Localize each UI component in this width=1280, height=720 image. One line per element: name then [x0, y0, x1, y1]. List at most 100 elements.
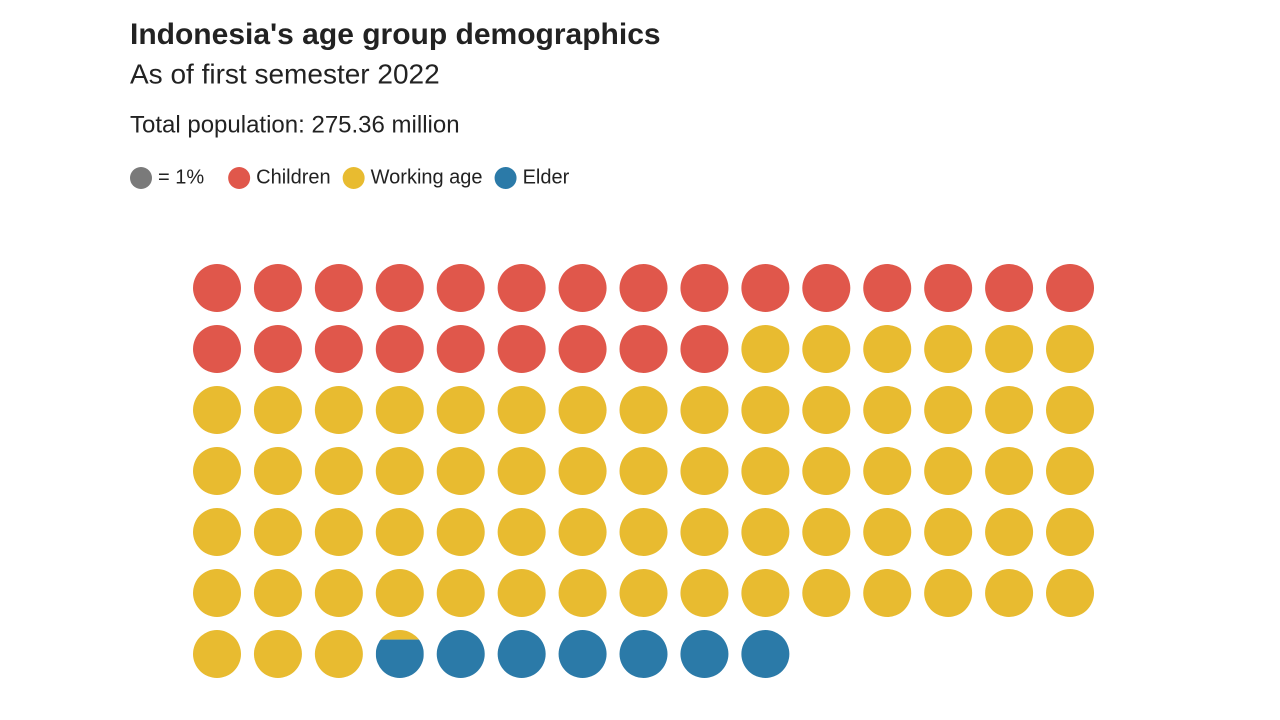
waffle-dot	[558, 264, 607, 312]
waffle-dot	[375, 264, 424, 312]
waffle-dot	[985, 264, 1034, 312]
waffle-dot	[436, 264, 485, 312]
waffle-dot	[802, 264, 851, 312]
waffle-dot	[375, 386, 424, 434]
waffle-dot-split	[375, 630, 424, 678]
waffle-dot	[802, 325, 851, 373]
waffle-dot	[314, 630, 363, 678]
waffle-dot	[924, 508, 973, 556]
waffle-dot	[436, 630, 485, 678]
waffle-dot	[314, 264, 363, 312]
waffle-dot	[863, 264, 912, 312]
waffle-dot	[193, 386, 241, 434]
waffle-dot	[1046, 386, 1095, 434]
legend-unit: = 1%	[158, 166, 204, 188]
waffle-dot-part	[375, 639, 424, 678]
waffle-dot	[741, 508, 790, 556]
waffle-dot	[680, 630, 729, 678]
waffle-dot	[680, 386, 729, 434]
waffle-dot	[680, 569, 729, 617]
waffle-dot	[619, 569, 668, 617]
legend-swatch	[342, 167, 365, 189]
waffle-dot	[924, 386, 973, 434]
waffle-dot	[1046, 447, 1095, 495]
waffle-dot	[436, 508, 485, 556]
waffle-dot	[497, 325, 546, 373]
waffle-dot	[924, 325, 973, 373]
waffle-dot	[985, 325, 1034, 373]
legend-swatch	[228, 167, 251, 189]
waffle-dot	[619, 447, 668, 495]
waffle-dot	[863, 325, 912, 373]
waffle-dot	[619, 508, 668, 556]
waffle-dot	[314, 508, 363, 556]
chart-title: Indonesia's age group demographics	[130, 18, 661, 51]
waffle-dot	[863, 386, 912, 434]
waffle-dot	[558, 447, 607, 495]
waffle-dot	[863, 508, 912, 556]
waffle-dot	[1046, 264, 1095, 312]
waffle-dot	[253, 264, 302, 312]
waffle-dot	[802, 569, 851, 617]
waffle-dot	[253, 325, 302, 373]
waffle-dot	[497, 508, 546, 556]
waffle-dot	[193, 508, 241, 556]
waffle-dot	[193, 569, 241, 617]
waffle-dot	[558, 508, 607, 556]
waffle-dot	[497, 569, 546, 617]
waffle-dot	[436, 447, 485, 495]
waffle-dot	[1046, 569, 1095, 617]
waffle-dot	[1046, 325, 1095, 373]
waffle-dot	[314, 386, 363, 434]
waffle-dot	[253, 569, 302, 617]
waffle-dot	[680, 264, 729, 312]
waffle-dot	[193, 630, 241, 678]
legend-label: Children	[256, 166, 330, 188]
waffle-dot	[863, 569, 912, 617]
waffle-dot	[924, 447, 973, 495]
waffle-dot	[558, 569, 607, 617]
waffle-dot	[985, 447, 1034, 495]
waffle-dot	[741, 325, 790, 373]
waffle-dot	[436, 386, 485, 434]
waffle-dot	[375, 508, 424, 556]
waffle-dot	[497, 630, 546, 678]
waffle-dot	[741, 569, 790, 617]
waffle-dot	[863, 447, 912, 495]
waffle-dot	[497, 386, 546, 434]
waffle-dot	[253, 630, 302, 678]
waffle-dot	[741, 386, 790, 434]
waffle-dot	[253, 386, 302, 434]
chart-subtitle: As of first semester 2022	[130, 58, 440, 89]
waffle-dot	[680, 325, 729, 373]
waffle-dot	[619, 386, 668, 434]
waffle-dot	[253, 447, 302, 495]
waffle-dot	[802, 447, 851, 495]
waffle-dot	[558, 630, 607, 678]
waffle-dot	[985, 508, 1034, 556]
waffle-dot	[924, 264, 973, 312]
waffle-dot	[375, 447, 424, 495]
waffle-dot	[375, 325, 424, 373]
waffle-dot	[558, 325, 607, 373]
waffle-dot	[802, 508, 851, 556]
legend-label: Elder	[523, 166, 570, 188]
waffle-dot	[741, 447, 790, 495]
legend-swatch	[494, 167, 517, 189]
legend-swatch	[130, 167, 152, 189]
waffle-dot	[1046, 508, 1095, 556]
waffle-dot	[924, 569, 973, 617]
waffle-dot	[314, 447, 363, 495]
chart-note: Total population: 275.36 million	[130, 111, 460, 138]
waffle-dot	[314, 325, 363, 373]
waffle-dot	[680, 447, 729, 495]
waffle-dot	[619, 630, 668, 678]
waffle-dot	[436, 569, 485, 617]
waffle-dot	[741, 264, 790, 312]
waffle-dot	[436, 325, 485, 373]
waffle-dot	[741, 630, 790, 678]
waffle-dot	[253, 508, 302, 556]
waffle-dot	[619, 264, 668, 312]
waffle-dot	[375, 569, 424, 617]
